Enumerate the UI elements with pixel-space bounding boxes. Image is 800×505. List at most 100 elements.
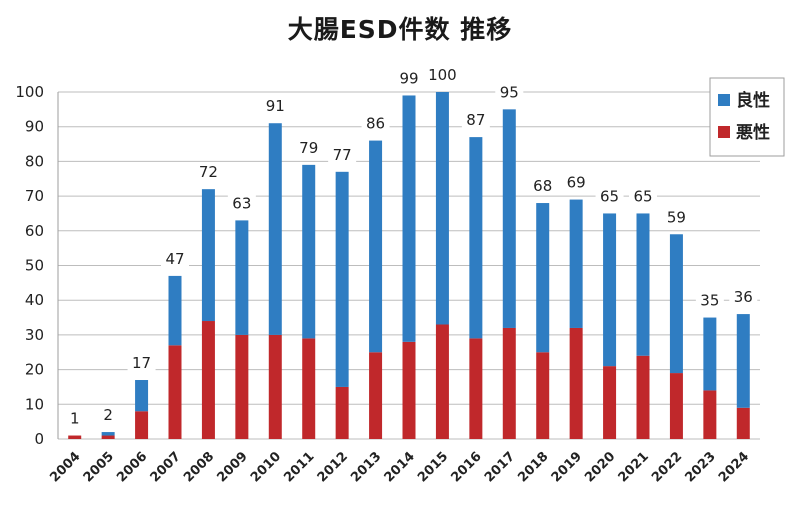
- total-label-bg: [161, 249, 189, 268]
- bar-benign-2008: [201, 189, 215, 322]
- bar-benign-2012: [335, 171, 349, 387]
- x-tick-label-2018: 2018: [515, 449, 551, 485]
- x-tick-label-2012: 2012: [315, 449, 351, 485]
- bar-benign-2016: [469, 137, 483, 339]
- bar-benign-2006: [135, 380, 149, 412]
- bar-malignant-2011: [302, 338, 316, 439]
- total-label-2005: 2: [103, 406, 113, 424]
- bar-malignant-2013: [369, 352, 383, 439]
- bar-malignant-2021: [636, 355, 650, 439]
- bar-malignant-2007: [168, 345, 182, 439]
- total-label-bg: [595, 187, 624, 206]
- bar-malignant-2017: [502, 327, 516, 439]
- bar-benign-2005: [101, 432, 115, 436]
- y-tick-label: 0: [34, 430, 44, 448]
- bar-malignant-2010: [268, 334, 282, 439]
- bar-benign-2019: [569, 199, 583, 328]
- total-label-2013: 86: [366, 115, 385, 133]
- total-label-2004: 1: [70, 410, 80, 428]
- bar-benign-2021: [636, 213, 650, 356]
- legend-swatch-malignant: [718, 126, 730, 138]
- total-label-2008: 72: [199, 163, 218, 181]
- bar-malignant-2024: [736, 407, 750, 439]
- bar-malignant-2016: [469, 338, 483, 439]
- bar-benign-2011: [302, 164, 316, 339]
- total-label-bg: [328, 145, 357, 164]
- total-label-bg: [65, 409, 85, 428]
- x-tick-label-2004: 2004: [47, 449, 83, 485]
- bar-malignant-2008: [201, 321, 215, 439]
- legend-label-malignant: 悪性: [736, 122, 770, 143]
- total-label-2009: 63: [232, 194, 251, 212]
- y-tick-label: 10: [25, 395, 44, 413]
- bar-malignant-2023: [703, 390, 717, 439]
- y-tick-label: 30: [25, 326, 44, 344]
- bar-benign-2015: [435, 92, 449, 325]
- total-label-bg: [629, 187, 657, 206]
- bar-benign-2024: [736, 314, 750, 408]
- y-tick-label: 70: [25, 187, 44, 205]
- x-tick-label-2020: 2020: [582, 449, 618, 485]
- total-label-bg: [528, 177, 557, 196]
- total-label-bg: [361, 114, 390, 133]
- bar-benign-2018: [536, 203, 550, 353]
- x-tick-label-2013: 2013: [348, 449, 384, 485]
- total-label-bg: [461, 111, 490, 130]
- x-tick-label-2023: 2023: [682, 449, 718, 485]
- y-tick-label: 40: [25, 291, 44, 309]
- x-tick-label-2021: 2021: [616, 449, 652, 485]
- total-label-bg: [395, 69, 423, 88]
- total-label-bg: [294, 138, 323, 157]
- x-tick-label-2024: 2024: [716, 449, 752, 485]
- bar-benign-2022: [669, 234, 683, 374]
- legend-box: [709, 77, 785, 157]
- bar-benign-2020: [603, 213, 617, 367]
- bar-malignant-2019: [569, 327, 583, 439]
- total-label-2017: 95: [500, 83, 519, 101]
- bar-malignant-2014: [402, 341, 416, 439]
- bars: [68, 92, 750, 439]
- bar-benign-2010: [268, 123, 282, 335]
- x-tick-label-2009: 2009: [214, 449, 250, 485]
- total-label-2020: 65: [600, 187, 619, 205]
- bar-malignant-2006: [135, 411, 149, 439]
- y-tick-label: 100: [15, 83, 44, 101]
- bar-malignant-2018: [536, 352, 550, 439]
- total-label-2021: 65: [633, 187, 652, 205]
- y-tick-label: 90: [25, 118, 44, 136]
- total-label-2024: 36: [734, 288, 753, 306]
- total-label-2014: 99: [399, 69, 418, 87]
- x-tick-label-2010: 2010: [248, 449, 284, 485]
- bar-malignant-2020: [603, 366, 617, 439]
- x-axis-ticks: 2004200520062007200820092010201120122013…: [47, 449, 752, 485]
- total-label-bg: [261, 97, 290, 116]
- total-label-2007: 47: [165, 250, 184, 268]
- bar-benign-2009: [235, 220, 249, 335]
- total-label-2016: 87: [466, 111, 485, 129]
- bar-benign-2007: [168, 275, 182, 346]
- total-label-2018: 68: [533, 177, 552, 195]
- bar-malignant-2005: [101, 435, 115, 439]
- total-label-2010: 91: [266, 97, 285, 115]
- bar-malignant-2009: [235, 334, 249, 439]
- total-label-bg: [562, 173, 591, 192]
- bar-malignant-2015: [435, 324, 449, 439]
- legend-swatch-benign: [718, 94, 730, 106]
- y-tick-label: 50: [25, 257, 44, 275]
- bar-malignant-2012: [335, 386, 349, 439]
- total-label-2023: 35: [700, 292, 719, 310]
- y-tick-label: 60: [25, 222, 44, 240]
- legend-label-benign: 良性: [736, 90, 770, 111]
- total-label-2019: 69: [567, 174, 586, 192]
- x-tick-label-2016: 2016: [448, 449, 484, 485]
- total-labels: 1 2 17 47 72 63 91 79 77 86 99 100 87 95 68 69 65 65 59 35 3…: [65, 66, 758, 428]
- bar-benign-2023: [703, 317, 717, 391]
- total-label-bg: [98, 406, 118, 425]
- x-tick-label-2011: 2011: [281, 449, 317, 485]
- x-tick-label-2022: 2022: [649, 449, 685, 485]
- total-label-bg: [227, 194, 256, 213]
- x-tick-label-2007: 2007: [148, 449, 184, 485]
- total-label-bg: [495, 83, 524, 102]
